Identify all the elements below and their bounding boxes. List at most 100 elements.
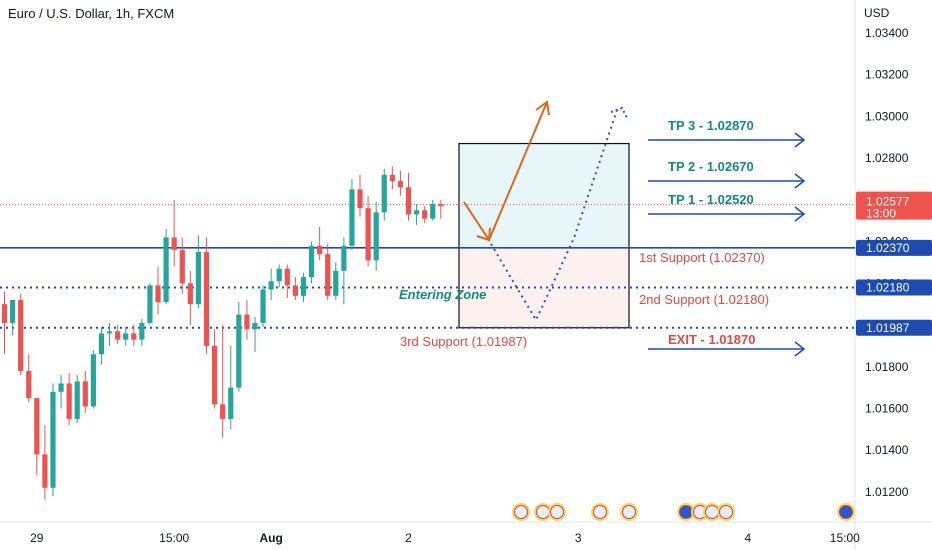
candle-body <box>50 391 56 488</box>
line-price-value-1: 1.02370 <box>866 241 910 255</box>
candle-body <box>26 370 32 399</box>
candle-body <box>373 212 379 261</box>
target-label-2: TP 2 - 1.02670 <box>668 159 754 174</box>
event-flag-icon-inner <box>536 505 550 519</box>
x-tick-label: Aug <box>259 531 282 545</box>
target-label-1: TP 1 - 1.02520 <box>668 192 754 207</box>
candle-body <box>163 237 169 303</box>
candle-body <box>34 398 40 455</box>
candle-body <box>405 187 412 215</box>
x-tick-label: 29 <box>30 531 44 545</box>
candle-body <box>211 345 218 405</box>
line-price-tag-3 <box>856 319 932 336</box>
candle-body <box>397 181 404 188</box>
event-flag-icon-inner <box>622 505 636 519</box>
y-tick-label: 1.03400 <box>865 26 909 40</box>
y-tick-label: 1.02800 <box>865 151 909 165</box>
candle-body <box>66 383 72 419</box>
event-flag-icon-inner <box>839 505 853 519</box>
candle-body <box>333 270 339 296</box>
candle-body <box>195 252 202 305</box>
trade-box-outline <box>458 142 630 329</box>
line-price-value-2: 1.02180 <box>866 280 910 294</box>
target-label-3: TP 3 - 1.02870 <box>668 118 754 133</box>
candle-body <box>58 383 64 392</box>
profit-zone-box <box>459 143 629 248</box>
candle-body <box>1 304 8 323</box>
event-flag-icon-inner <box>593 505 607 519</box>
blue-arrowhead <box>610 106 629 121</box>
candle-body <box>438 204 444 207</box>
event-flag-icon-inner <box>719 505 733 519</box>
candle-body <box>123 333 129 340</box>
candle-body <box>260 289 266 323</box>
candle-body <box>325 254 331 296</box>
candle-body <box>179 249 185 284</box>
candle-body <box>357 189 363 209</box>
candle-body <box>115 331 121 340</box>
x-tick-label: 4 <box>745 531 752 545</box>
candle-body <box>300 277 307 296</box>
candle-body <box>18 300 24 371</box>
x-tick-label: 15:00 <box>159 531 189 545</box>
candle-body <box>228 387 234 419</box>
orange-arrowhead-up <box>535 100 550 116</box>
candle-body <box>284 268 290 286</box>
entering-zone-label: Entering Zone <box>399 287 486 302</box>
candle-body <box>430 204 436 219</box>
candle-body <box>308 245 315 278</box>
support-label-3: 3rd Support (1.01987) <box>400 334 527 349</box>
countdown-value: 13:00 <box>866 207 896 221</box>
candle-body <box>82 381 88 407</box>
y-tick-label: 1.03200 <box>865 68 909 82</box>
current-price-tag <box>856 191 932 220</box>
candle-body <box>252 322 258 330</box>
y-tick-label: 1.01200 <box>865 485 909 499</box>
x-tick-label: 15:00 <box>830 531 860 545</box>
candle-body <box>292 285 298 296</box>
support-label-2: 2nd Support (1.02180) <box>639 292 769 307</box>
candle-body <box>203 252 210 346</box>
candle-body <box>389 174 395 182</box>
candle-body <box>98 333 105 355</box>
candle-body <box>317 245 323 255</box>
candle-body <box>236 314 242 388</box>
currency-label: USD <box>864 6 890 20</box>
x-tick-label: 2 <box>405 531 412 545</box>
candle-body <box>9 300 16 323</box>
line-price-tag-2 <box>856 279 932 296</box>
event-flag-icon-inner <box>550 505 564 519</box>
candle-body <box>268 281 274 290</box>
candle-body <box>422 210 428 219</box>
x-tick-label: 3 <box>575 531 582 545</box>
candle-body <box>365 208 371 261</box>
candle-body <box>131 333 137 340</box>
candle-body <box>244 314 250 330</box>
chart-title: Euro / U.S. Dollar, 1h, FXCM <box>8 6 175 21</box>
current-price-value: 1.02577 <box>866 195 910 209</box>
orange-arrowhead-down <box>476 227 491 242</box>
candle-body <box>341 245 347 271</box>
target-arrowhead <box>794 132 806 148</box>
candle-body <box>155 285 161 303</box>
candle-body <box>413 210 420 215</box>
blue-projection-path <box>490 109 618 323</box>
candle-body <box>349 189 355 246</box>
y-tick-label: 1.03000 <box>865 109 909 123</box>
line-price-value-3: 1.01987 <box>866 321 910 335</box>
exit-arrowhead <box>794 341 806 357</box>
y-tick-label: 1.01400 <box>865 443 909 457</box>
y-tick-label: 1.01600 <box>865 402 909 416</box>
target-arrowhead <box>794 206 806 222</box>
candle-body <box>187 283 193 305</box>
candle-body <box>74 381 80 419</box>
candle-body <box>381 174 387 213</box>
candle-body <box>220 404 226 419</box>
support-label-1: 1st Support (1.02370) <box>639 250 765 265</box>
candle-body <box>42 454 48 488</box>
exit-label: EXIT - 1.01870 <box>668 332 755 347</box>
event-flag-icon-inner <box>679 505 693 519</box>
candle-body <box>90 354 96 407</box>
event-flag-icon-inner <box>705 505 719 519</box>
